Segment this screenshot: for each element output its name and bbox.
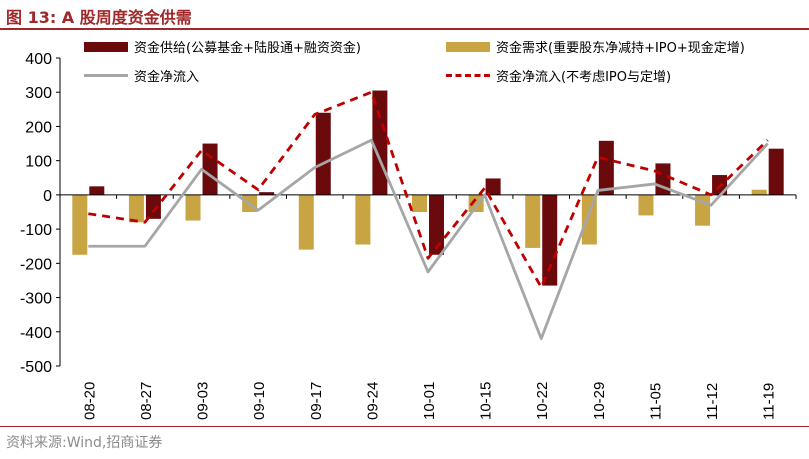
bar-demand xyxy=(751,189,767,195)
bottom-divider xyxy=(0,426,809,427)
y-tick-label: 400 xyxy=(25,51,52,68)
bar-supply xyxy=(542,194,558,286)
bar-supply xyxy=(485,178,501,195)
bar-supply xyxy=(429,194,444,255)
bar-demand xyxy=(72,194,88,255)
bar-demand xyxy=(412,194,427,212)
x-tick-label: 11-19 xyxy=(761,383,778,420)
legend-net-ex: 资金净流入(不考虑IPO与定增) xyxy=(446,66,671,85)
title-divider xyxy=(0,28,809,30)
y-tick-label: 100 xyxy=(25,154,52,171)
line-net-inflow-ex xyxy=(88,90,769,289)
bar-demand xyxy=(185,194,201,221)
x-tick-label: 08-27 xyxy=(138,382,155,420)
x-tick-label: 10-29 xyxy=(591,382,608,420)
x-tick-label: 09-17 xyxy=(308,382,325,420)
legend-supply: 资金供给(公募基金+陆股通+融资资金) xyxy=(84,37,361,56)
y-tick-label: -200 xyxy=(20,256,52,273)
legend-net-label: 资金净流入 xyxy=(134,70,200,85)
legend-demand-swatch xyxy=(446,41,490,52)
bar-supply xyxy=(259,192,275,195)
bar-demand xyxy=(525,194,541,248)
x-tick-label: 11-12 xyxy=(704,383,721,420)
legend-net-ex-line xyxy=(446,74,490,77)
legend-net: 资金净流入 xyxy=(84,66,199,85)
x-tick-label: 11-05 xyxy=(647,383,664,420)
y-tick-label: -400 xyxy=(20,325,52,342)
bar-supply xyxy=(315,112,331,195)
bar-demand xyxy=(298,194,314,250)
bar-supply xyxy=(202,143,218,195)
bar-supply xyxy=(598,140,614,195)
x-tick-label: 10-15 xyxy=(478,382,495,420)
line-net-inflow xyxy=(88,138,769,341)
x-tick-label: 10-22 xyxy=(534,382,551,420)
legend-demand: 资金需求(重要股东净减持+IPO+现金定增) xyxy=(446,37,745,56)
bar-demand xyxy=(581,194,597,245)
bar-supply xyxy=(145,194,161,219)
bar-supply xyxy=(768,148,784,195)
y-tick-label: -100 xyxy=(20,222,52,239)
legend-net-line xyxy=(84,74,128,77)
legend-net-ex-label: 资金净流入(不考虑IPO与定增) xyxy=(496,70,672,85)
y-tick-label: 0 xyxy=(43,188,52,205)
y-tick-label: 300 xyxy=(25,85,52,102)
y-tick-label: -300 xyxy=(20,291,52,308)
legend-supply-swatch xyxy=(84,41,128,52)
bar-demand xyxy=(638,194,654,216)
legend-supply-label: 资金供给(公募基金+陆股通+融资资金) xyxy=(134,41,361,56)
source-note: 资料来源:Wind,招商证券 xyxy=(6,435,163,451)
x-tick-label: 09-24 xyxy=(364,382,381,420)
x-tick-label: 09-03 xyxy=(195,382,212,420)
bar-demand xyxy=(355,194,371,245)
bar-supply xyxy=(372,90,388,195)
legend-demand-label: 资金需求(重要股东净减持+IPO+现金定增) xyxy=(496,41,745,56)
bar-supply xyxy=(89,186,105,195)
y-tick-label: -500 xyxy=(20,359,52,376)
bar-demand xyxy=(128,194,144,223)
x-tick-label: 09-10 xyxy=(251,382,268,420)
y-tick-label: 200 xyxy=(25,119,52,136)
x-tick-label: 10-01 xyxy=(421,382,438,420)
x-tick-label: 08-20 xyxy=(81,382,98,420)
figure-title: 图 13: A 股周度资金供需 xyxy=(6,8,192,27)
